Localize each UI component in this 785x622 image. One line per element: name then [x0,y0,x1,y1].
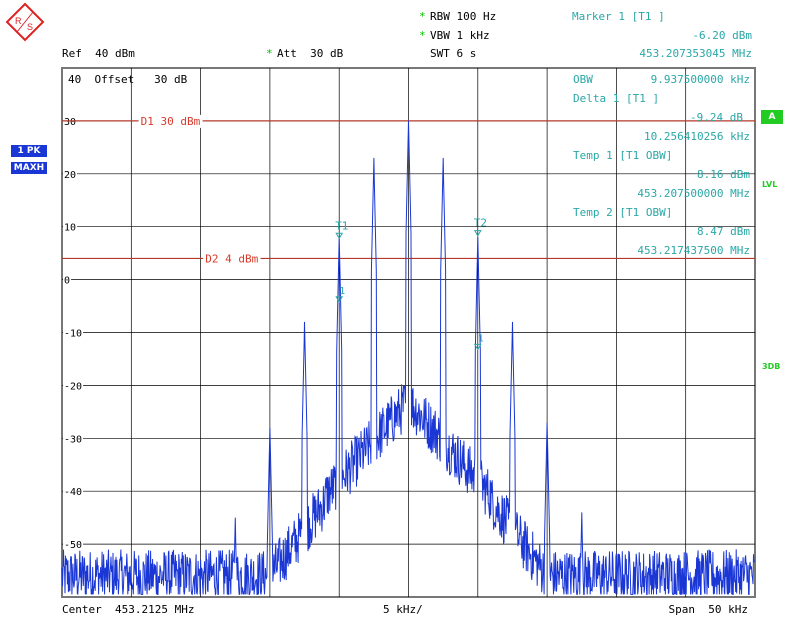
offset-label: 40 Offset 30 dB [68,73,188,86]
y-tick-label-bg [63,116,78,128]
ref-level: Ref 40 dBm [62,47,135,60]
vbw-star: * [419,29,426,42]
y-tick-label-bg [63,487,84,499]
y-tick-label-bg [63,540,84,552]
y-tick-label-bg [63,434,84,446]
marker-label: T1 [335,219,348,232]
marker-label: T2 [474,217,487,230]
y-tick-label: -10 [64,329,82,340]
temp1-frequency: 453.207500000 MHz [637,187,750,200]
y-tick-label-bg [63,381,84,393]
delta-frequency: 10.256410256 kHz [644,130,750,143]
delta-marker-label: 1 [478,333,484,344]
rbw-setting: RBW 100 Hz [430,10,497,23]
sweep-time: SWT 6 s [430,47,477,60]
y-tick-label: -20 [64,381,82,392]
display-line-label-bg [138,114,203,128]
logo-letter-r: R [15,16,22,26]
delta-marker-triangle [335,296,344,303]
marker-title: Marker 1 [T1 ] [572,10,665,23]
temp2-title: Temp 2 [T1 OBW] [573,206,673,219]
marker-frequency: 453.207353045 MHz [639,47,752,60]
obw-value: 9.937500000 kHz [650,73,750,86]
center-frequency: Center 453.2125 MHz [62,603,195,616]
span-label: Span 50 kHz [668,603,748,616]
display-line-label: D2 4 dBm [205,252,258,265]
temp1-level: 8.16 dBm [697,168,750,181]
rbw-star: * [419,10,426,23]
y-tick-label-bg [63,222,78,234]
att-star: * [266,47,273,60]
y-tick-label: 20 [64,170,76,181]
marker-triangle [473,230,482,237]
display-line-label-bg [203,252,261,266]
display-line-label: D1 30 dBm [141,115,201,128]
delta-marker-triangle [473,343,482,351]
y-tick-label: -40 [64,487,82,498]
y-tick-label: 0 [64,276,70,287]
spectrum-trace [61,120,756,596]
screen-a-badge: A [761,110,783,124]
y-tick-label: -30 [64,434,82,445]
3db-indicator: 3DB [762,362,781,371]
y-tick-label: 30 [64,117,76,128]
attenuation: Att 30 dB [277,47,344,60]
obw-label: OBW [573,73,593,86]
division-label: 5 kHz/ [383,603,423,616]
temp2-level: 8.47 dBm [697,225,750,238]
y-tick-label: 10 [64,223,76,234]
y-tick-label-bg [63,169,78,181]
y-tick-label-bg [63,328,84,340]
trace-mode-badge: 1 PK [11,145,47,157]
vbw-setting: VBW 1 kHz [430,29,490,42]
marker-level: -6.20 dBm [692,29,752,42]
temp2-frequency: 453.217437500 MHz [637,244,750,257]
y-tick-label-bg [63,275,72,287]
y-tick-label: -50 [64,540,82,551]
delta-marker-label: 1 [339,286,345,297]
detector-badge: MAXH [11,162,47,174]
rs-logo: R S [5,2,45,42]
delta-level: -9.24 dB [690,111,743,124]
logo-letter-s: S [27,22,33,32]
temp1-title: Temp 1 [T1 OBW] [573,149,673,162]
marker-triangle [335,232,344,240]
delta-title: Delta 1 [T1 ] [573,92,660,105]
lvl-indicator: LVL [762,180,778,189]
